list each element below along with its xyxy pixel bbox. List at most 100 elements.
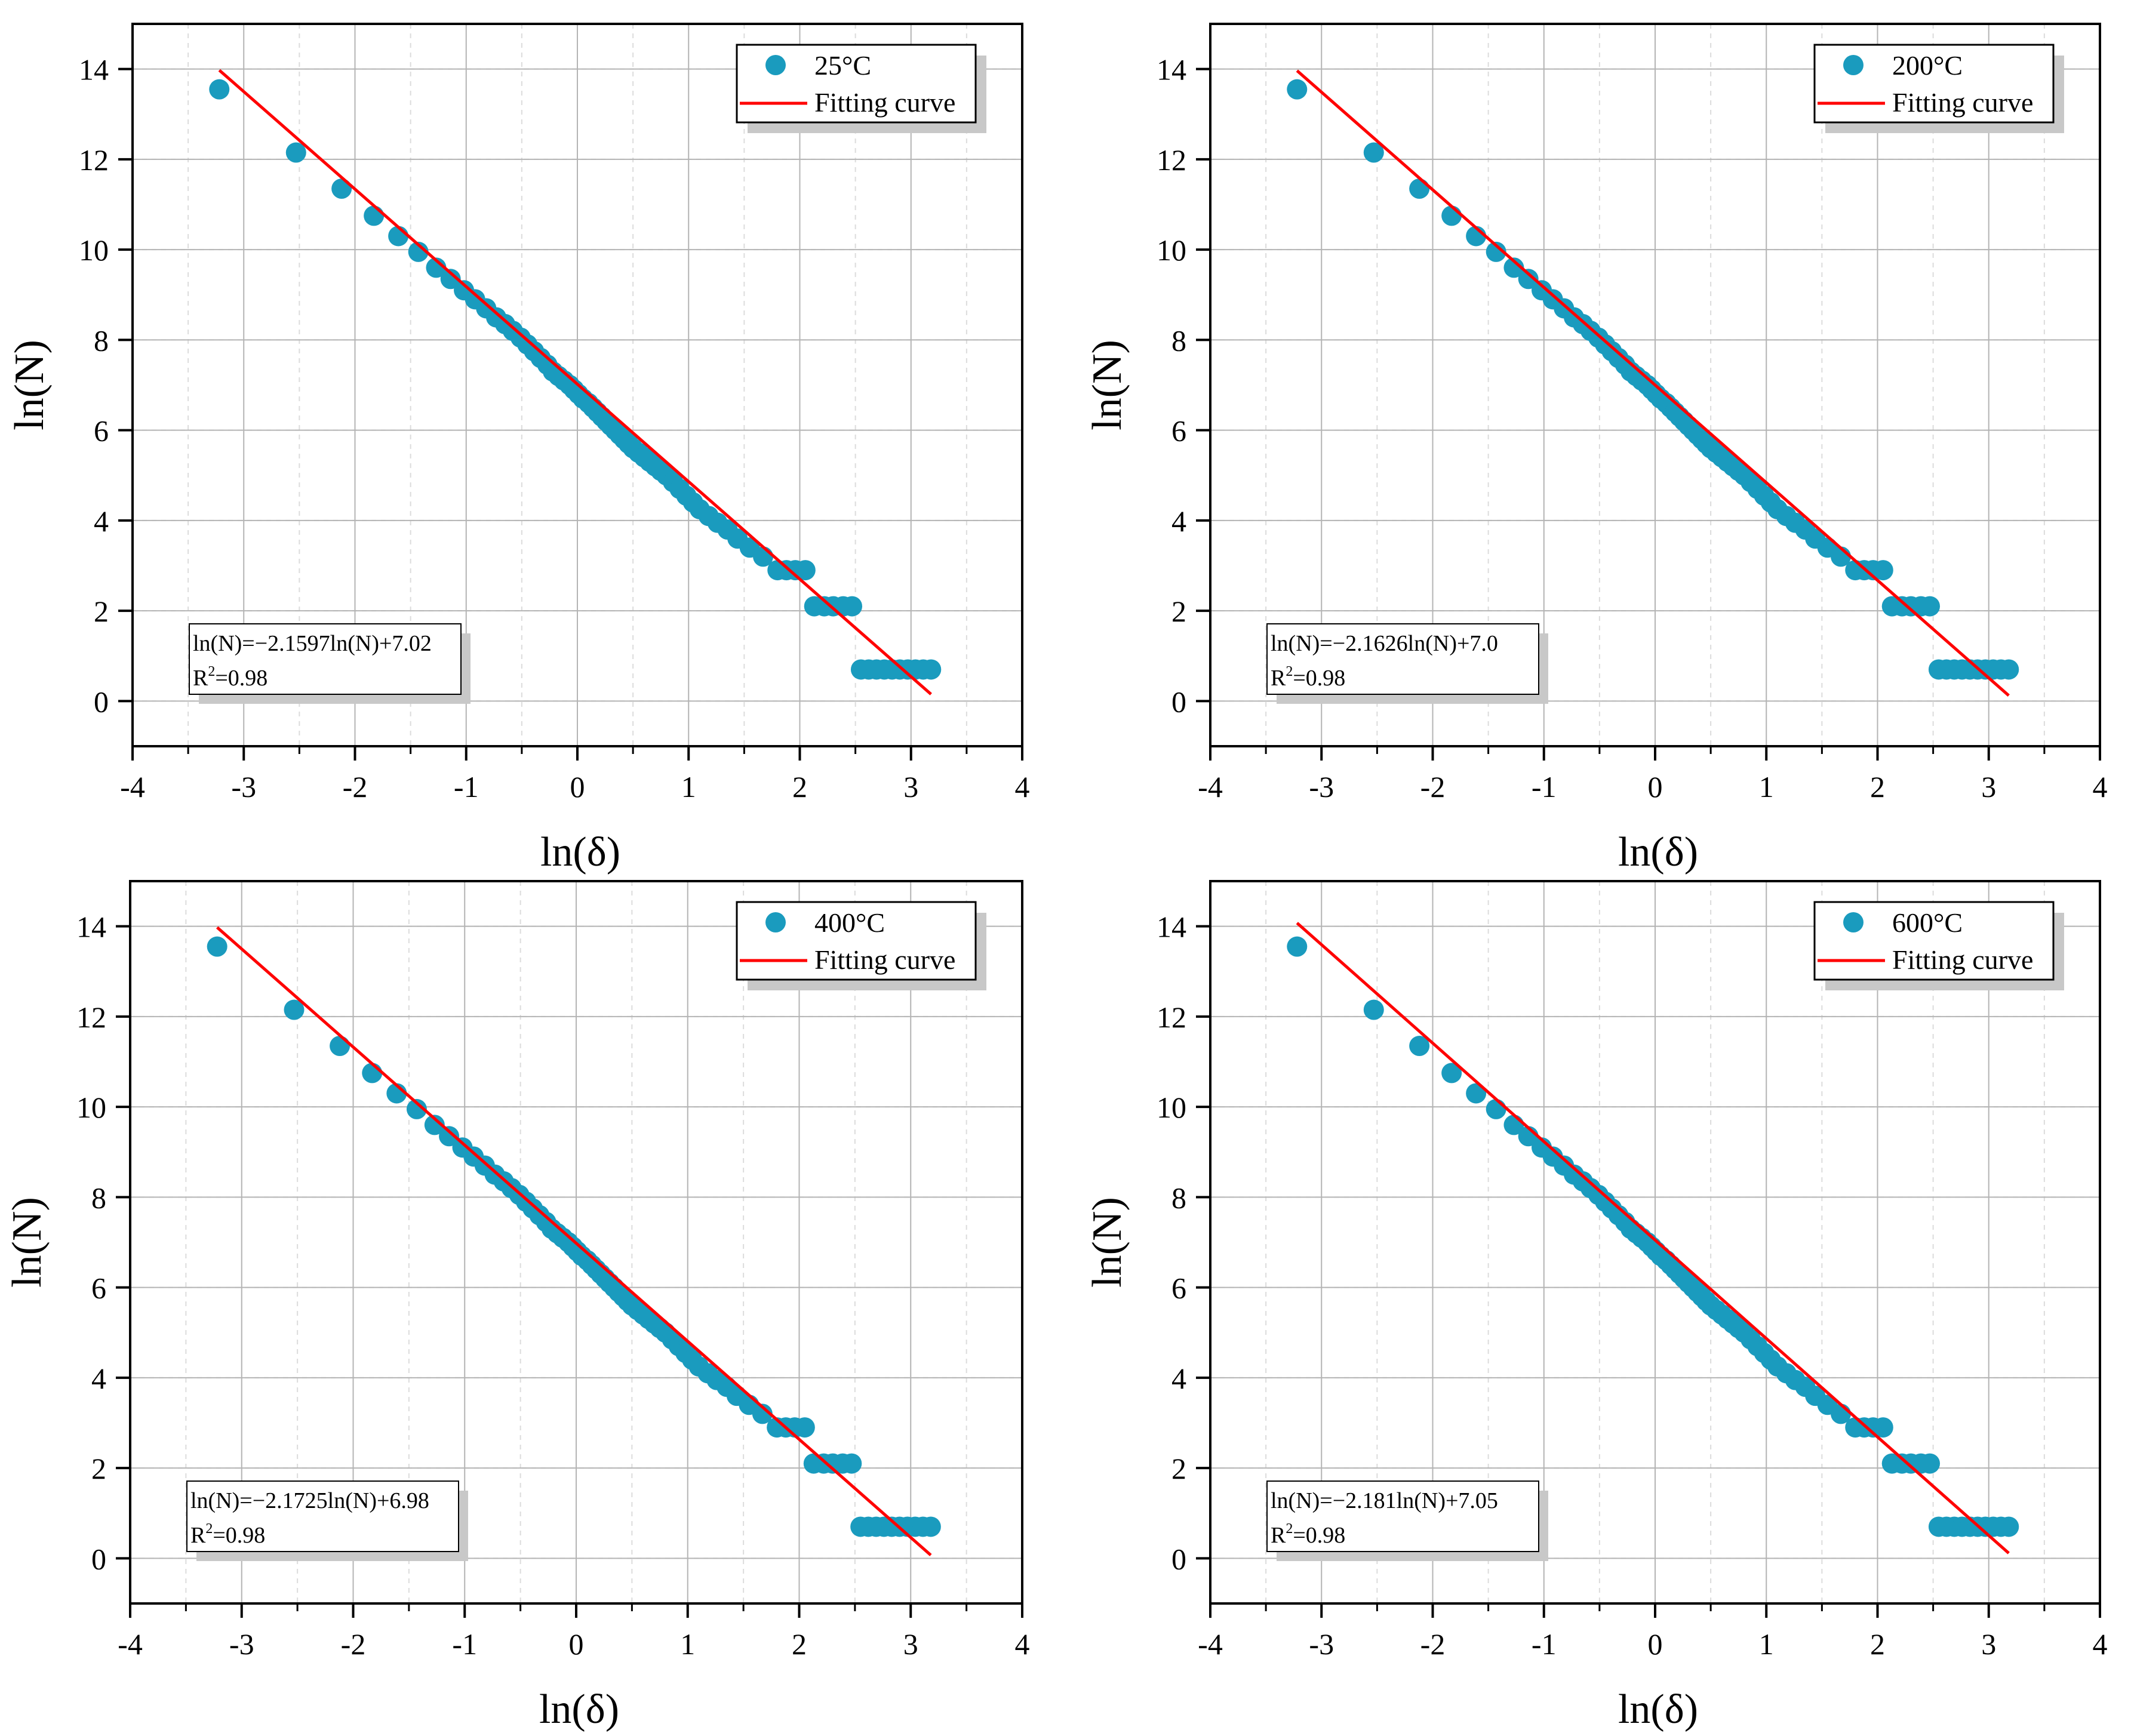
x-axis-title: ln(δ) xyxy=(1618,1686,1698,1732)
data-point xyxy=(752,1403,773,1424)
data-point xyxy=(1486,1098,1506,1119)
equation-text: ln(N)=−2.1597ln(N)+7.02 xyxy=(193,631,432,656)
y-tick-label: 2 xyxy=(94,595,109,628)
x-tick-label: 1 xyxy=(680,1627,695,1661)
x-tick-label: 3 xyxy=(1981,770,1996,804)
x-tick-label: -3 xyxy=(231,770,256,804)
data-point xyxy=(841,1453,862,1474)
x-tick-label: -4 xyxy=(120,770,145,804)
fitting-curve-line xyxy=(1296,922,2010,1555)
equation-text: ln(N)=−2.1626ln(N)+7.0 xyxy=(1271,631,1498,656)
data-point xyxy=(1363,142,1384,163)
y-tick-label: 4 xyxy=(1171,504,1186,538)
fitting-curve-line xyxy=(1296,69,2010,697)
x-tick-label: -1 xyxy=(1532,770,1557,804)
y-tick-label: 14 xyxy=(76,910,106,944)
y-tick-label: 12 xyxy=(79,143,109,177)
x-tick-label: 2 xyxy=(792,1627,807,1661)
x-tick-label: 1 xyxy=(1759,770,1774,804)
x-axis-title: ln(δ) xyxy=(540,829,620,875)
x-tick-label: -2 xyxy=(1420,1627,1446,1661)
data-point xyxy=(1466,1083,1487,1104)
x-tick-label: 3 xyxy=(903,1627,918,1661)
equation-box xyxy=(186,1480,459,1552)
y-tick-label: 2 xyxy=(91,1452,106,1485)
y-tick-label: 8 xyxy=(94,324,109,357)
data-point xyxy=(1441,205,1462,226)
r2-text: R2=0.98 xyxy=(193,664,267,691)
data-point xyxy=(331,178,352,199)
data-point xyxy=(439,1126,460,1147)
y-tick-label: 6 xyxy=(91,1272,106,1305)
x-tick-label: 1 xyxy=(1759,1627,1774,1661)
data-point xyxy=(1363,999,1384,1020)
y-axis-title: ln(N) xyxy=(7,340,53,430)
y-axis-title: ln(N) xyxy=(1084,340,1130,430)
data-point xyxy=(842,596,863,617)
y-tick-label: 10 xyxy=(76,1091,106,1124)
x-axis-title: ln(δ) xyxy=(539,1686,619,1732)
data-point xyxy=(1998,659,2019,680)
y-tick-label: 6 xyxy=(1171,1272,1186,1305)
chart-panel-2: -4 -3 -2 -1 0 1 2 3 402468101214ln(δ)ln(N)200°CF… xyxy=(1084,23,2108,875)
data-point xyxy=(426,257,447,278)
data-point xyxy=(440,269,461,290)
y-tick-label: 4 xyxy=(94,504,109,538)
x-tick-label: 4 xyxy=(1015,770,1030,804)
data-point xyxy=(1503,257,1524,278)
x-tick-label: -3 xyxy=(229,1627,254,1661)
data-point xyxy=(1409,1036,1430,1057)
chart-panel-3: -4 -3 -2 -1 0 1 2 3 402468101214ln(δ)ln(N)400°CF… xyxy=(4,880,1030,1732)
x-axis-title: ln(δ) xyxy=(1618,829,1698,875)
data-point xyxy=(424,1115,445,1135)
x-tick-label: 4 xyxy=(1015,1627,1030,1661)
y-tick-label: 8 xyxy=(1171,1181,1186,1214)
x-tick-label: 1 xyxy=(681,770,696,804)
y-tick-label: 6 xyxy=(1171,414,1186,448)
legend-label-points: 25°C xyxy=(814,50,871,81)
data-point xyxy=(285,142,306,163)
legend-label-points: 200°C xyxy=(1892,50,1963,81)
data-point xyxy=(1287,936,1308,957)
data-point xyxy=(207,936,227,957)
equation-box xyxy=(1266,1480,1539,1552)
data-point xyxy=(364,205,385,226)
x-tick-label: -2 xyxy=(343,770,368,804)
x-tick-label: -3 xyxy=(1309,770,1334,804)
y-tick-label: 10 xyxy=(79,233,109,267)
data-point xyxy=(1920,596,1941,617)
data-point xyxy=(1998,1516,2019,1537)
x-tick-label: 0 xyxy=(1648,770,1663,804)
y-axis-title: ln(N) xyxy=(4,1197,50,1288)
data-point xyxy=(209,79,230,100)
y-tick-label: 8 xyxy=(91,1181,106,1214)
y-tick-label: 0 xyxy=(1171,685,1186,718)
y-tick-label: 0 xyxy=(94,685,109,718)
y-tick-label: 8 xyxy=(1171,324,1186,357)
y-tick-label: 14 xyxy=(79,53,109,87)
data-point xyxy=(920,1516,941,1537)
data-point xyxy=(1872,1417,1893,1438)
data-point xyxy=(795,560,816,581)
legend-marker-points xyxy=(1843,55,1864,75)
x-tick-label: -4 xyxy=(1198,1627,1223,1661)
legend-label-fit: Fitting curve xyxy=(814,944,955,975)
fitting-curve-line xyxy=(216,926,932,1556)
data-point xyxy=(1409,178,1430,199)
data-point xyxy=(794,1417,815,1438)
chart-panel-4: -4 -3 -2 -1 0 1 2 3 402468101214ln(δ)ln(N)600°CF… xyxy=(1084,880,2108,1732)
y-tick-label: 2 xyxy=(1171,595,1186,628)
data-point xyxy=(1486,241,1506,262)
data-point xyxy=(921,659,942,680)
x-tick-label: 0 xyxy=(570,770,585,804)
data-point xyxy=(1441,1063,1462,1084)
legend-label-points: 400°C xyxy=(814,907,885,938)
legend-marker-points xyxy=(1843,912,1864,932)
x-tick-label: -1 xyxy=(1532,1627,1557,1661)
r2-text: R2=0.98 xyxy=(190,1521,265,1548)
legend-marker-points xyxy=(765,55,786,75)
data-point xyxy=(1920,1453,1941,1474)
data-point xyxy=(1287,79,1308,100)
legend-label-fit: Fitting curve xyxy=(814,87,955,118)
